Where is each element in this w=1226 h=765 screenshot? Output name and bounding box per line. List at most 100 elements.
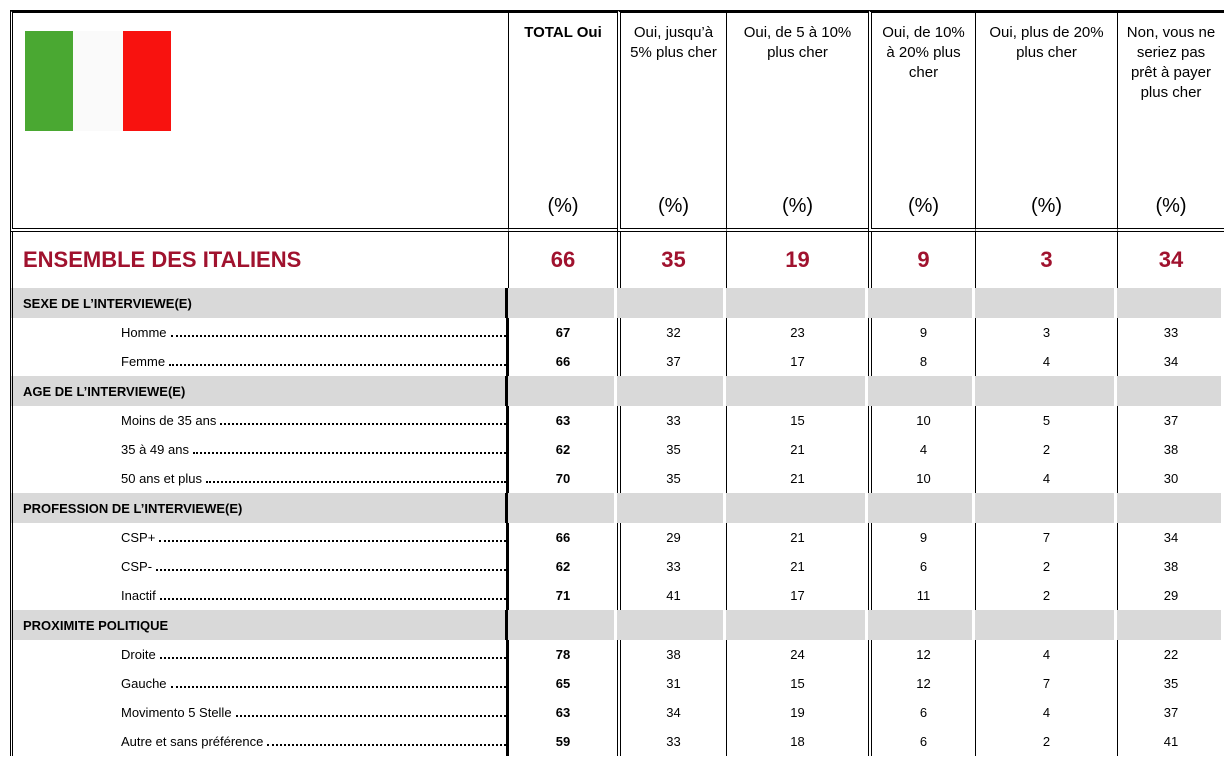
row-value: 38	[617, 640, 726, 669]
section-band	[508, 376, 617, 406]
row-value: 62	[508, 552, 617, 581]
row-value: 12	[868, 669, 975, 698]
row-value: 5	[975, 406, 1117, 435]
row-value: 24	[726, 640, 868, 669]
row-value: 21	[726, 464, 868, 493]
row-value: 3	[975, 318, 1117, 347]
row-label: 35 à 49 ans	[121, 442, 189, 457]
section-band	[868, 610, 975, 640]
italy-flag	[25, 31, 171, 131]
row-value: 62	[508, 435, 617, 464]
row-value: 9	[868, 318, 975, 347]
row-label-cell: Homme	[10, 318, 508, 347]
row-value: 37	[617, 347, 726, 376]
row-value: 11	[868, 581, 975, 610]
row-value: 9	[868, 523, 975, 552]
row-value: 10	[868, 406, 975, 435]
row-value: 4	[975, 464, 1117, 493]
row-value: 33	[617, 406, 726, 435]
column-header: TOTAL Oui (%)	[508, 10, 617, 232]
row-value: 38	[1117, 435, 1224, 464]
column-label: TOTAL Oui	[524, 24, 602, 41]
dot-leader	[170, 334, 506, 337]
row-value: 23	[726, 318, 868, 347]
section-band	[1117, 610, 1224, 640]
row-value: 2	[975, 552, 1117, 581]
column-label: Oui, de 10% à 20% plus cher	[882, 24, 965, 81]
row-label-cell: CSP+	[10, 523, 508, 552]
row-value: 6	[868, 552, 975, 581]
row-value: 21	[726, 435, 868, 464]
row-value: 32	[617, 318, 726, 347]
row-value: 2	[975, 581, 1117, 610]
row-value: 29	[617, 523, 726, 552]
row-value: 63	[508, 698, 617, 727]
row-value: 4	[868, 435, 975, 464]
overall-value: 19	[726, 232, 868, 288]
section-title: AGE DE L’INTERVIEWE(E)	[10, 376, 508, 406]
row-value: 4	[975, 347, 1117, 376]
column-label: Oui, de 5 à 10% plus cher	[743, 24, 852, 61]
row-value: 63	[508, 406, 617, 435]
dot-leader	[235, 714, 506, 717]
row-value: 2	[975, 727, 1117, 756]
section-title: PROXIMITE POLITIQUE	[10, 610, 508, 640]
row-value: 10	[868, 464, 975, 493]
row-label: Inactif	[121, 588, 156, 603]
section-band	[726, 288, 868, 318]
row-value: 21	[726, 523, 868, 552]
section-band	[726, 376, 868, 406]
row-value: 78	[508, 640, 617, 669]
section-band	[617, 610, 726, 640]
row-value: 4	[975, 640, 1117, 669]
column-label: Oui, plus de 20% plus cher	[989, 24, 1104, 61]
row-value: 33	[617, 727, 726, 756]
section-band	[868, 288, 975, 318]
row-value: 34	[1117, 523, 1224, 552]
row-label-cell: Movimento 5 Stelle	[10, 698, 508, 727]
dot-leader	[192, 451, 506, 454]
row-value: 17	[726, 347, 868, 376]
row-value: 22	[1117, 640, 1224, 669]
column-label: Oui, jusqu’à 5% plus cher	[630, 24, 717, 61]
row-value: 8	[868, 347, 975, 376]
section-title: PROFESSION DE L’INTERVIEWE(E)	[10, 493, 508, 523]
row-value: 18	[726, 727, 868, 756]
section-band	[726, 493, 868, 523]
dot-leader	[159, 597, 506, 600]
section-band	[1117, 376, 1224, 406]
row-value: 59	[508, 727, 617, 756]
overall-value: 35	[617, 232, 726, 288]
section-band	[868, 376, 975, 406]
row-label: Droite	[121, 647, 156, 662]
row-value: 71	[508, 581, 617, 610]
row-label: 50 ans et plus	[121, 471, 202, 486]
row-value: 4	[975, 698, 1117, 727]
row-value: 66	[508, 523, 617, 552]
row-value: 2	[975, 435, 1117, 464]
row-value: 37	[1117, 406, 1224, 435]
column-header: Non, vous ne seriez pas prêt à payer plu…	[1117, 10, 1224, 232]
row-label-cell: Droite	[10, 640, 508, 669]
dot-leader	[159, 656, 506, 659]
section-band	[508, 493, 617, 523]
row-label: Moins de 35 ans	[121, 413, 217, 428]
overall-value: 3	[975, 232, 1117, 288]
overall-value: 9	[868, 232, 975, 288]
row-value: 66	[508, 347, 617, 376]
section-title: SEXE DE L’INTERVIEWE(E)	[10, 288, 508, 318]
dot-leader	[205, 480, 506, 483]
row-value: 7	[975, 523, 1117, 552]
results-table: TOTAL Oui (%) Oui, jusqu’à 5% plus cher (%)…	[10, 10, 1224, 756]
overall-label: ENSEMBLE DES ITALIENS	[10, 232, 508, 288]
row-value: 38	[1117, 552, 1224, 581]
section-band	[617, 288, 726, 318]
row-value: 19	[726, 698, 868, 727]
row-value: 34	[1117, 347, 1224, 376]
row-value: 35	[617, 464, 726, 493]
column-unit: (%)	[1155, 195, 1187, 217]
row-value: 35	[1117, 669, 1224, 698]
section-band	[868, 493, 975, 523]
row-value: 67	[508, 318, 617, 347]
